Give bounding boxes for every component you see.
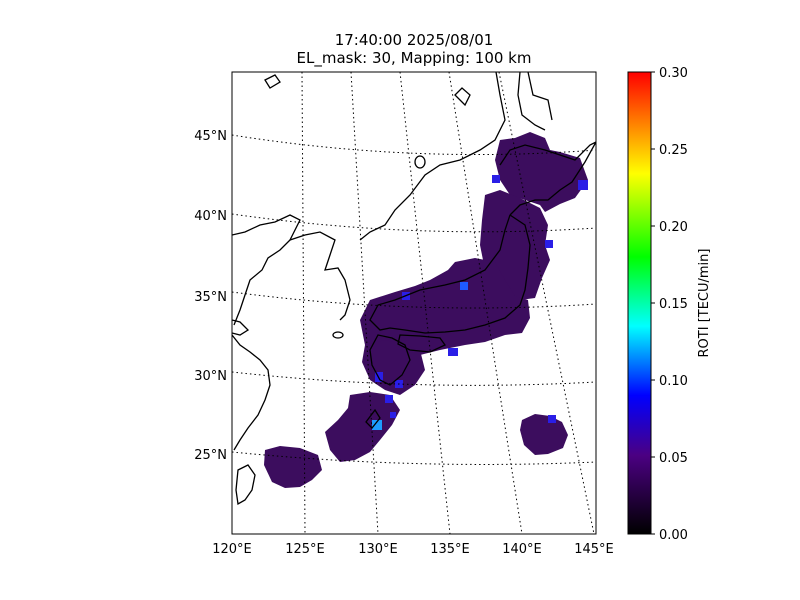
parallel-40n [232, 213, 596, 233]
meridian-135e [399, 72, 451, 534]
colorbar-tick-label: 0.05 [659, 451, 688, 466]
colorbar-tick-label: 0.00 [659, 528, 688, 543]
roti-point [545, 240, 553, 248]
latitude-labels: 25°N 30°N 35°N 40°N 45°N [194, 129, 227, 463]
meridian-125e [301, 72, 306, 534]
colorbar-tick-label: 0.10 [659, 374, 688, 389]
map-title-time: 17:40:00 2025/08/01 [334, 31, 494, 49]
colorbar-ticks [651, 71, 655, 535]
coastline-sado [414, 155, 426, 169]
map-frame [231, 71, 597, 535]
coastline-jeju [332, 331, 344, 339]
lon-tick-label: 120°E [212, 542, 252, 557]
roti-point [578, 180, 588, 190]
roti-point [460, 282, 468, 290]
parallel-30n [232, 371, 596, 386]
coastline-kyushu [369, 334, 411, 386]
lat-tick-label: 35°N [194, 290, 227, 305]
coastline-sakhalin-2 [527, 72, 553, 121]
roti-point [372, 420, 382, 430]
roti-region-hokkaido [495, 132, 588, 212]
lon-tick-label: 125°E [285, 542, 325, 557]
meridian-140e [448, 72, 523, 534]
map-area [232, 72, 596, 534]
lon-tick-label: 145°E [574, 542, 614, 557]
lon-tick-label: 130°E [358, 542, 398, 557]
longitude-labels: 120°E 125°E 130°E 135°E 140°E 145°E [212, 542, 614, 557]
meridian-130e [350, 72, 379, 534]
coastline-taiwan [235, 464, 256, 506]
coastline-liaodong [264, 74, 281, 89]
colorbar: 0.00 0.05 0.10 0.15 0.20 0.25 0.30 ROTI … [627, 66, 712, 543]
colorbar-tick-label: 0.30 [659, 66, 688, 81]
lat-tick-label: 40°N [194, 209, 227, 224]
coastline-sakhalin [359, 72, 506, 241]
lon-tick-label: 140°E [502, 542, 542, 557]
roti-point [390, 412, 396, 418]
roti-point [492, 175, 500, 183]
roti-point [385, 395, 393, 403]
roti-point [548, 415, 556, 423]
coastline-rishiri [454, 87, 471, 107]
lat-tick-label: 25°N [194, 448, 227, 463]
colorbar-tick-label: 0.25 [659, 143, 688, 158]
coastline-hokkaido [499, 141, 596, 216]
coastline-china [232, 334, 271, 451]
coastline-shikoku [397, 334, 446, 353]
lon-tick-label: 135°E [430, 542, 470, 557]
parallel-25n [232, 451, 596, 465]
lat-tick-label: 45°N [194, 129, 227, 144]
coastline-sakhalin-east [517, 72, 546, 131]
map-title-settings: EL_mask: 30, Mapping: 100 km [296, 49, 532, 67]
coastline-korea [232, 214, 351, 321]
coastlines [232, 72, 596, 506]
graticule [232, 72, 596, 534]
coastline-korea-west [233, 239, 291, 326]
colorbar-tick-label: 0.15 [659, 297, 688, 312]
roti-region-sakishima [264, 446, 322, 488]
coastline-shantung [232, 319, 250, 336]
colorbar-tick-label: 0.20 [659, 220, 688, 235]
roti-region-ogasawara [520, 414, 568, 455]
roti-point [448, 348, 458, 356]
roti-data-layer [264, 132, 588, 488]
lat-tick-label: 30°N [194, 369, 227, 384]
roti-region-ryukyu [325, 392, 400, 462]
colorbar-bar [627, 71, 652, 535]
coastline-honshu [369, 214, 531, 334]
colorbar-label: ROTI [TECU/min] [697, 249, 712, 358]
